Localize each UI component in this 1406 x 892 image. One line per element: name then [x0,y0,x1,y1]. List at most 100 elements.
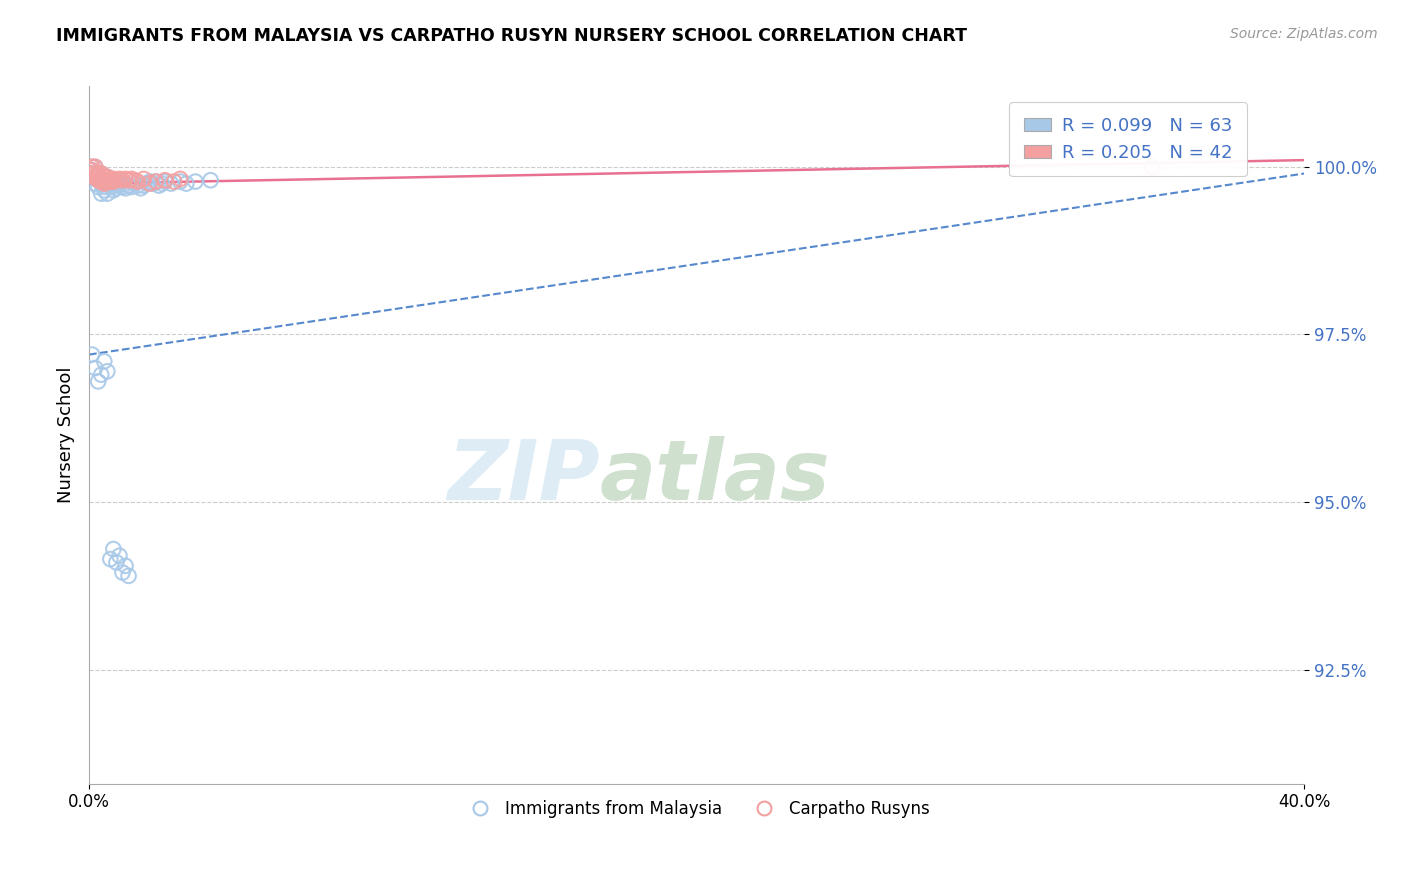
Point [132,178,155,193]
Point [98,173,121,187]
Point [129,181,152,195]
Point [93,173,115,187]
Point [84,177,107,191]
Point [145,175,167,189]
Point [142,177,165,191]
Point [105,178,128,193]
Point [84,160,107,174]
Point [108,177,131,191]
Point [150,177,173,191]
Point [114,558,136,573]
Point [153,175,176,189]
Point [82,160,104,174]
Point [82,168,104,182]
Point [87,173,110,187]
Point [200,173,222,187]
Point [93,180,115,194]
Point [87,173,110,187]
Point [111,180,134,194]
Point [135,177,157,191]
Point [82,168,104,182]
Point [93,173,115,187]
Point [121,172,143,186]
Point [153,173,176,187]
Point [127,175,149,189]
Point [82,167,104,181]
Text: Source: ZipAtlas.com: Source: ZipAtlas.com [1230,27,1378,41]
Text: ZIP: ZIP [447,436,599,517]
Point [163,175,186,189]
Point [90,177,112,191]
Point [111,177,134,191]
Point [82,163,104,178]
Point [103,175,125,189]
Point [103,183,125,197]
Point [98,173,121,187]
Point [90,167,112,181]
Point [87,167,110,181]
Point [139,177,162,191]
Point [96,175,118,189]
Point [96,177,118,191]
Point [105,556,128,570]
Point [87,375,110,389]
Point [132,172,155,186]
Point [98,175,121,189]
Point [84,160,107,174]
Point [90,175,112,189]
Point [139,175,162,189]
Point [82,160,104,174]
Point [84,169,107,184]
Point [169,175,191,189]
Point [145,175,167,189]
Point [90,368,112,382]
Text: atlas: atlas [599,436,830,517]
Point [169,172,191,186]
Point [96,186,118,201]
Point [124,177,146,191]
Point [87,169,110,184]
Point [105,181,128,195]
Point [82,348,104,362]
Point [87,169,110,184]
Point [87,168,110,182]
Point [114,172,136,186]
Point [111,173,134,187]
Legend: Immigrants from Malaysia, Carpatho Rusyns: Immigrants from Malaysia, Carpatho Rusyn… [457,793,936,824]
Point [148,178,170,193]
Point [98,180,121,194]
Point [90,186,112,201]
Point [105,173,128,187]
Point [84,169,107,184]
Point [121,180,143,194]
Point [117,178,139,193]
Point [90,172,112,186]
Point [96,175,118,189]
Point [90,167,112,181]
Y-axis label: Nursery School: Nursery School [58,367,75,503]
Point [87,180,110,194]
Point [82,163,104,178]
Point [84,361,107,376]
Text: IMMIGRANTS FROM MALAYSIA VS CARPATHO RUSYN NURSERY SCHOOL CORRELATION CHART: IMMIGRANTS FROM MALAYSIA VS CARPATHO RUS… [56,27,967,45]
Point [103,172,125,186]
Point [84,169,107,184]
Point [1142,160,1164,174]
Point [103,177,125,191]
Point [174,177,197,191]
Point [111,566,134,580]
Point [96,364,118,378]
Point [93,173,115,187]
Point [160,177,183,191]
Point [93,177,115,191]
Point [108,172,131,186]
Point [103,542,125,557]
Point [96,169,118,184]
Point [117,173,139,187]
Point [84,167,107,181]
Point [127,178,149,193]
Point [124,173,146,187]
Point [98,552,121,566]
Point [93,183,115,197]
Point [184,175,207,189]
